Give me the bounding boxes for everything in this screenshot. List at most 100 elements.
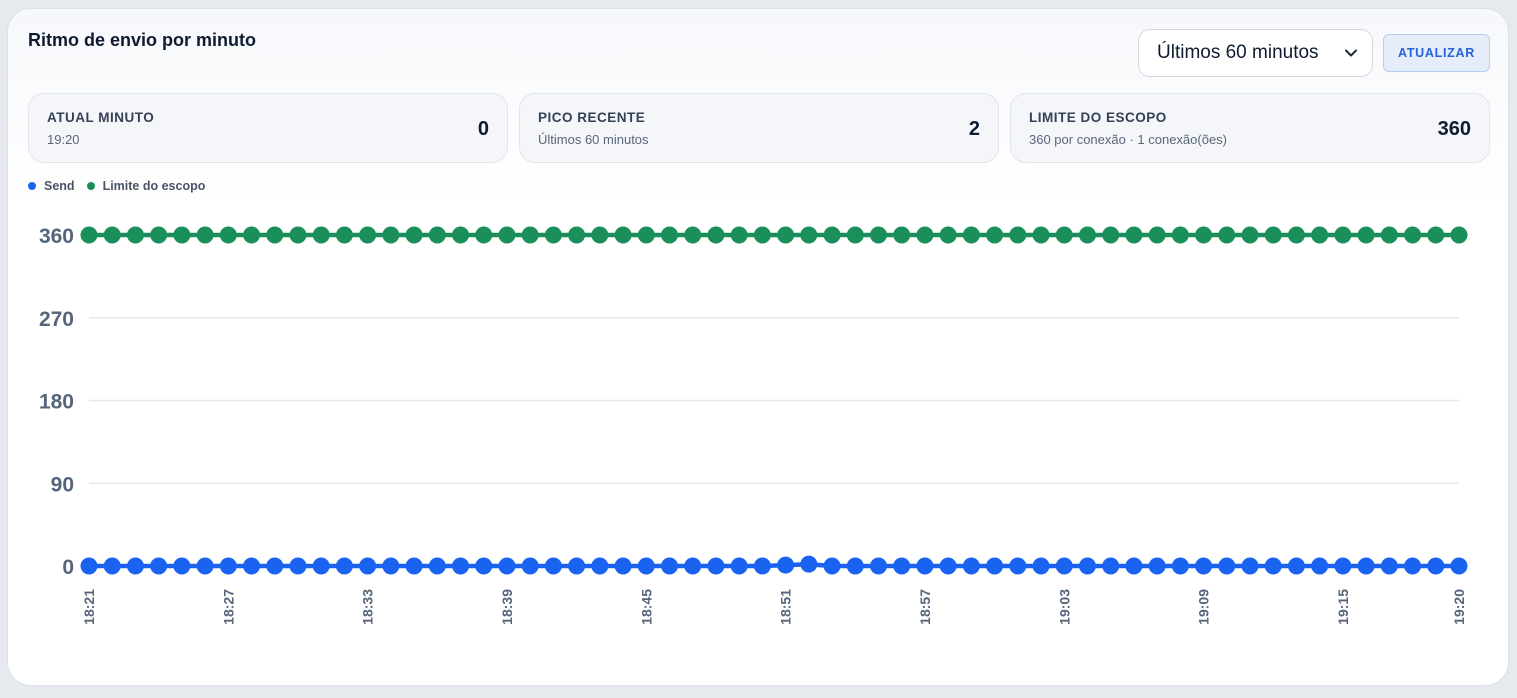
data-point-send xyxy=(614,557,632,575)
data-point-limit xyxy=(382,226,400,244)
data-point-limit xyxy=(684,226,702,244)
data-point-limit xyxy=(753,226,771,244)
data-point-limit xyxy=(614,226,632,244)
data-point-limit xyxy=(1078,226,1096,244)
time-range-select[interactable]: Últimos 60 minutos xyxy=(1138,29,1373,77)
data-point-limit xyxy=(1195,226,1213,244)
time-range-value: Últimos 60 minutos xyxy=(1157,42,1319,63)
data-point-send xyxy=(684,557,702,575)
data-point-send xyxy=(846,557,864,575)
legend-label: Send xyxy=(44,179,75,193)
data-point-send xyxy=(661,557,679,575)
data-point-limit xyxy=(916,226,934,244)
data-point-send xyxy=(1032,557,1050,575)
x-tick-label: 19:15 xyxy=(1335,589,1351,625)
stat-label: PICO RECENTE xyxy=(538,110,646,125)
data-point-send xyxy=(1055,557,1073,575)
data-point-send xyxy=(568,557,586,575)
legend-item-limit[interactable]: Limite do escopo xyxy=(86,179,205,193)
data-point-send xyxy=(1195,557,1213,575)
data-point-send xyxy=(916,557,934,575)
data-point-send xyxy=(1009,557,1027,575)
data-point-send xyxy=(103,557,121,575)
data-point-send xyxy=(289,557,307,575)
data-point-send xyxy=(173,557,191,575)
data-point-limit xyxy=(962,226,980,244)
data-point-limit xyxy=(1450,226,1468,244)
data-point-limit xyxy=(1287,226,1305,244)
data-point-send xyxy=(1241,557,1259,575)
data-point-send xyxy=(544,557,562,575)
data-point-limit xyxy=(1009,226,1027,244)
data-point-limit xyxy=(661,226,679,244)
data-point-send xyxy=(382,557,400,575)
legend-item-send[interactable]: Send xyxy=(28,179,75,193)
data-point-limit xyxy=(219,226,237,244)
data-point-send xyxy=(498,557,516,575)
stat-label: ATUAL MINUTO xyxy=(47,110,155,125)
legend-dot-icon xyxy=(28,182,36,190)
data-point-send xyxy=(452,557,470,575)
data-point-send xyxy=(405,557,423,575)
data-point-limit xyxy=(568,226,586,244)
data-point-send xyxy=(243,557,261,575)
data-point-send xyxy=(730,557,748,575)
data-point-send xyxy=(986,557,1004,575)
data-point-limit xyxy=(498,226,516,244)
data-point-limit xyxy=(846,226,864,244)
data-point-limit xyxy=(1427,226,1445,244)
data-point-send xyxy=(1380,557,1398,575)
data-point-send xyxy=(1078,557,1096,575)
x-tick-label: 19:03 xyxy=(1056,589,1072,625)
data-point-limit xyxy=(405,226,423,244)
data-point-send xyxy=(869,557,887,575)
stat-value: 360 xyxy=(1437,118,1471,140)
refresh-button[interactable]: ATUALIZAR xyxy=(1383,34,1490,72)
data-point-limit xyxy=(266,226,284,244)
data-point-send xyxy=(150,557,168,575)
data-point-send xyxy=(359,557,377,575)
data-point-limit xyxy=(1357,226,1375,244)
data-point-limit xyxy=(730,226,748,244)
data-point-send xyxy=(428,557,446,575)
data-point-send xyxy=(266,557,284,575)
data-point-limit xyxy=(335,226,353,244)
x-tick-label: 18:33 xyxy=(360,589,376,625)
stat-sub: 19:20 xyxy=(47,132,80,147)
data-point-limit xyxy=(1334,226,1352,244)
stat-label: LIMITE DO ESCOPO xyxy=(1029,110,1167,125)
stat-current-minute: ATUAL MINUTO 19:20 0 xyxy=(28,93,508,163)
y-tick-label: 90 xyxy=(51,473,74,496)
data-point-send xyxy=(1171,557,1189,575)
data-point-limit xyxy=(591,226,609,244)
data-point-limit xyxy=(1264,226,1282,244)
data-point-send xyxy=(800,555,818,573)
data-point-limit xyxy=(1380,226,1398,244)
data-point-limit xyxy=(1241,226,1259,244)
data-point-send xyxy=(939,557,957,575)
data-point-send xyxy=(312,557,330,575)
data-point-send xyxy=(1287,557,1305,575)
data-point-limit xyxy=(521,226,539,244)
data-point-send xyxy=(1427,557,1445,575)
data-point-send xyxy=(962,557,980,575)
data-point-limit xyxy=(428,226,446,244)
data-point-limit xyxy=(544,226,562,244)
data-point-send xyxy=(521,557,539,575)
data-point-limit xyxy=(312,226,330,244)
data-point-limit xyxy=(103,226,121,244)
send-rate-card: Ritmo de envio por minuto Últimos 60 min… xyxy=(7,8,1509,686)
data-point-limit xyxy=(126,226,144,244)
data-point-send xyxy=(707,557,725,575)
data-point-send xyxy=(126,557,144,575)
data-point-limit xyxy=(1218,226,1236,244)
data-point-send xyxy=(196,557,214,575)
data-point-send xyxy=(1334,557,1352,575)
data-point-limit xyxy=(359,226,377,244)
data-point-send xyxy=(1148,557,1166,575)
data-point-send xyxy=(591,557,609,575)
y-tick-label: 0 xyxy=(62,556,74,579)
data-point-send xyxy=(1357,557,1375,575)
card-title: Ritmo de envio por minuto xyxy=(28,30,256,50)
y-tick-label: 270 xyxy=(39,308,74,331)
